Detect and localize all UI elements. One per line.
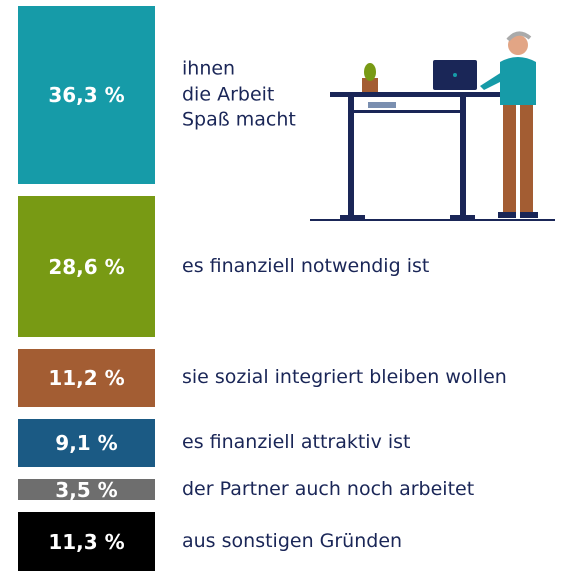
value-label: 28,6 %: [48, 254, 125, 279]
value-label: 9,1 %: [55, 431, 118, 456]
category-label: aus sonstigen Gründen: [182, 529, 403, 552]
category-label: es finanziell notwendig ist: [182, 254, 430, 277]
value-label: 36,3 %: [48, 83, 125, 107]
category-label: es finanziell attraktiv ist: [182, 431, 411, 454]
category-label: ihnen die Arbeit Spaß macht: [182, 57, 296, 131]
illustration: [310, 31, 555, 221]
value-label: 11,3 %: [48, 529, 125, 554]
category-label: der Partner auch noch arbeitet: [182, 478, 475, 501]
value-label: 3,5 %: [55, 477, 118, 502]
category-label: sie sozial integriert bleiben wollen: [182, 366, 507, 389]
value-label: 11,2 %: [48, 366, 125, 391]
value-block: 36,3 %: [18, 6, 155, 184]
value-block: 3,5 %: [18, 477, 155, 502]
value-block: 28,6 %: [18, 196, 155, 338]
value-block: 11,2 %: [18, 349, 155, 408]
value-block: 9,1 %: [18, 419, 155, 468]
value-block: 11,3 %: [18, 512, 155, 571]
